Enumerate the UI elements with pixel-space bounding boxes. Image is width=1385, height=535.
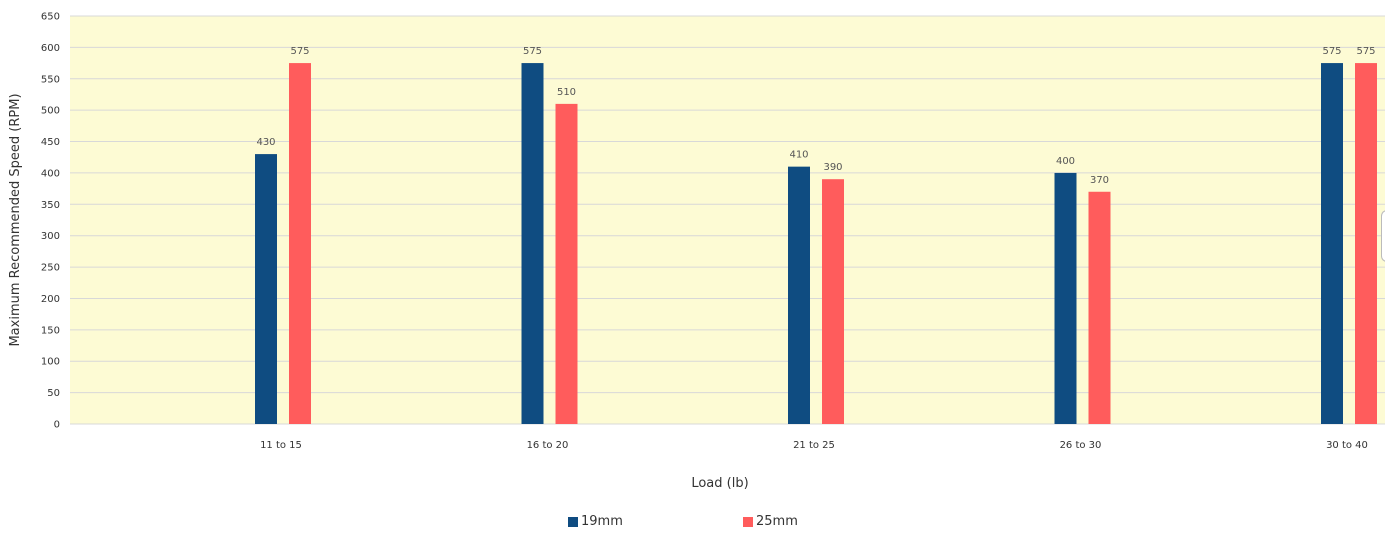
x-axis-title: Load (lb) (691, 476, 748, 491)
y-tick-label: 400 (41, 168, 60, 179)
x-tick-label: 30 to 40 (1326, 440, 1368, 451)
legend-label-19mm: 19mm (581, 514, 623, 529)
y-tick-label: 50 (47, 388, 60, 399)
legend-swatch-19mm (568, 516, 578, 527)
y-tick-label: 550 (41, 74, 60, 85)
legend-item-25mm[interactable]: 25mm (743, 514, 798, 529)
bar-25mm-1[interactable] (555, 103, 578, 424)
data-label-19mm-2: 410 (789, 150, 808, 161)
y-axis-ticks: 0 50 100 150 200 250 300 350 400 450 500 550 600 650 (41, 12, 60, 431)
data-label-25mm-4: 575 (1356, 46, 1375, 57)
side-panel-handle[interactable] (1381, 210, 1385, 262)
x-tick-label: 26 to 30 (1060, 440, 1102, 451)
data-label-25mm-3: 370 (1090, 175, 1109, 186)
bar-19mm-4[interactable] (1321, 63, 1343, 424)
x-tick-label: 21 to 25 (793, 440, 835, 451)
y-tick-label: 450 (41, 137, 60, 148)
y-tick-label: 350 (41, 200, 60, 211)
y-tick-label: 150 (41, 325, 60, 336)
bar-19mm-3[interactable] (1054, 172, 1077, 424)
y-tick-label: 250 (41, 263, 60, 274)
data-label-25mm-2: 390 (823, 162, 842, 173)
y-tick-label: 0 (54, 420, 60, 431)
y-tick-label: 500 (41, 106, 60, 117)
bars (255, 63, 1377, 425)
y-tick-label: 200 (41, 294, 60, 305)
bar-19mm-2[interactable] (788, 166, 810, 424)
x-tick-label: 11 to 15 (260, 440, 302, 451)
y-tick-label: 100 (41, 357, 60, 368)
data-label-25mm-0: 575 (290, 46, 309, 57)
x-tick-label: 16 to 20 (527, 440, 569, 451)
bar-25mm-2[interactable] (822, 179, 844, 424)
data-label-19mm-4: 575 (1322, 46, 1341, 57)
bar-25mm-4[interactable] (1355, 63, 1377, 424)
y-tick-label: 300 (41, 231, 60, 242)
bar-19mm-0[interactable] (255, 154, 277, 425)
bar-19mm-1[interactable] (521, 63, 544, 424)
x-axis-ticks: 11 to 15 16 to 20 21 to 25 26 to 30 30 to 40 (260, 440, 1368, 451)
bar-25mm-3[interactable] (1088, 191, 1111, 424)
data-label-19mm-0: 430 (256, 137, 275, 148)
legend: 19mm 25mm (0, 514, 1385, 534)
legend-swatch-25mm (743, 516, 753, 527)
y-tick-label: 650 (41, 12, 60, 23)
data-label-19mm-1: 575 (523, 46, 542, 57)
data-label-25mm-1: 510 (557, 87, 576, 98)
data-label-19mm-3: 400 (1056, 156, 1075, 167)
data-labels: 430 575 575 510 410 390 400 370 575 575 (256, 46, 1375, 186)
bar-25mm-0[interactable] (289, 63, 311, 424)
y-tick-label: 600 (41, 43, 60, 54)
legend-label-25mm: 25mm (756, 514, 798, 529)
y-axis-title: Maximum Recommended Speed (RPM) (8, 93, 23, 346)
bar-chart: 050100150200250300350400450500550600650 … (8, 12, 1385, 491)
legend-item-19mm[interactable]: 19mm (568, 514, 623, 529)
